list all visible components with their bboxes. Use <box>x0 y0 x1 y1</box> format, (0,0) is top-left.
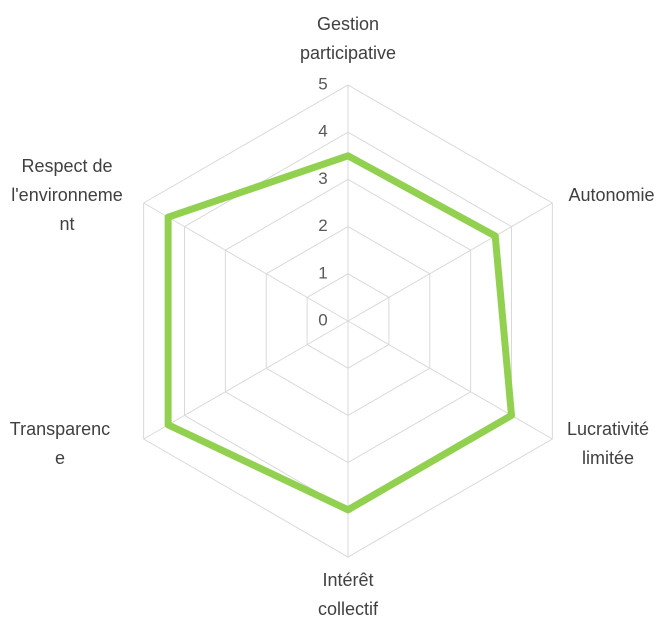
r-tick-label: 3 <box>318 169 327 188</box>
category-label: Gestion participative <box>299 14 397 63</box>
axis-spoke <box>347 320 553 440</box>
r-tick-label: 1 <box>318 263 327 282</box>
r-tick-label: 4 <box>318 122 327 141</box>
r-tick-label: 2 <box>318 216 327 235</box>
category-label: Lucrativité limitée <box>566 419 650 468</box>
category-label: Intérêt collectif <box>317 570 379 619</box>
axis-spoke <box>143 320 349 440</box>
category-label: Autonomie <box>568 185 655 205</box>
axis-spoke <box>347 202 553 322</box>
category-label: Respect de l'environnement <box>11 156 123 234</box>
axis-spoke <box>143 202 349 322</box>
data-line <box>164 152 515 514</box>
category-label: Transparence <box>9 419 111 468</box>
r-tick-label: 0 <box>318 310 327 329</box>
r-tick-label: 5 <box>318 74 327 93</box>
